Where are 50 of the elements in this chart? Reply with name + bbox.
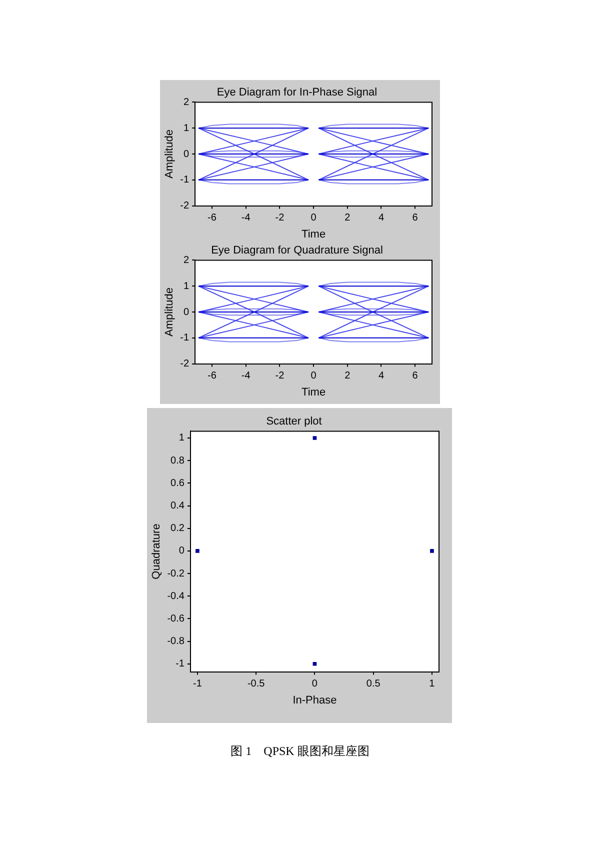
y-tick-label: 1 (184, 280, 190, 292)
caption: 图 1 QPSK 眼图和星座图 (230, 743, 370, 760)
y-tick-label: 0.6 (170, 478, 185, 489)
y-tick-label: 0 (184, 148, 190, 160)
y-tick-label: 0 (178, 546, 185, 557)
y-tick-label: 0.4 (170, 500, 185, 512)
y-tick-label: 0.8 (170, 455, 185, 466)
chart-title: Scatter plot (266, 416, 322, 428)
y-tick-label: -1 (180, 332, 190, 344)
y-tick-label: 1 (178, 432, 185, 444)
x-axis-title: Time (302, 228, 326, 240)
chart-title: Eye Diagram for Quadrature Signal (211, 244, 383, 257)
y-tick-label: -0.4 (167, 590, 185, 602)
x-tick-label: -0.5 (247, 678, 266, 690)
y-tick-label: -0.8 (167, 636, 185, 648)
x-tick-label: -2 (275, 370, 285, 382)
y-tick-label: -2 (180, 200, 190, 212)
x-tick-label: -1 (193, 678, 202, 690)
x-tick-label: -4 (241, 212, 251, 224)
x-tick-label: 0.5 (366, 678, 381, 690)
x-tick-label: -6 (208, 212, 217, 224)
y-tick-label: -1 (180, 174, 190, 186)
x-tick-label: -2 (275, 212, 285, 224)
y-tick-label: 0.2 (170, 523, 185, 534)
y-axis-title: Quadrature (150, 524, 163, 580)
x-axis-title: In-Phase (292, 694, 337, 706)
y-tick-label: 2 (184, 254, 190, 266)
x-tick-label: 0 (310, 212, 317, 224)
y-tick-label: 2 (184, 96, 190, 108)
x-tick-label: 2 (344, 212, 351, 224)
x-tick-label: 6 (412, 212, 418, 224)
x-tick-label: 0 (310, 370, 317, 382)
y-tick-label: -1 (176, 658, 185, 670)
x-tick-label: 0 (312, 678, 318, 690)
x-axis-title: Time (302, 386, 326, 398)
y-axis-title: Amplitude (164, 130, 176, 178)
y-tick-label: -0.6 (167, 613, 185, 624)
y-tick-label: -0.2 (167, 568, 185, 580)
y-tick-label: 1 (184, 122, 190, 134)
y-tick-label: 0 (184, 306, 190, 318)
y-tick-label: -2 (180, 358, 190, 370)
chart-title: Eye Diagram for In-Phase Signal (216, 86, 378, 99)
x-tick-label: 4 (378, 212, 384, 224)
x-tick-label: -4 (241, 370, 251, 382)
y-axis-title: Amplitude (164, 288, 176, 336)
x-tick-label: 1 (429, 678, 436, 690)
x-tick-label: 2 (344, 370, 351, 382)
x-tick-label: 4 (378, 370, 384, 382)
x-tick-label: 6 (412, 370, 418, 382)
x-tick-label: -6 (208, 370, 217, 382)
